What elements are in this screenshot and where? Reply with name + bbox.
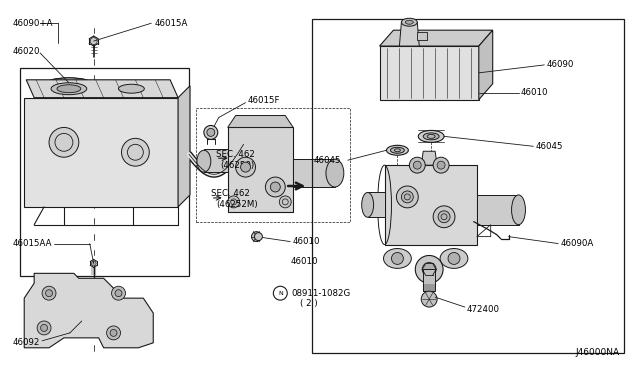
Text: 08911-1082G: 08911-1082G: [291, 289, 351, 298]
Circle shape: [438, 211, 450, 223]
Polygon shape: [228, 128, 293, 212]
Circle shape: [207, 128, 215, 137]
Ellipse shape: [401, 18, 417, 26]
Circle shape: [266, 177, 285, 197]
Polygon shape: [421, 151, 437, 165]
Text: 46015AA: 46015AA: [12, 239, 52, 248]
Polygon shape: [423, 269, 435, 291]
Circle shape: [255, 232, 262, 241]
Circle shape: [270, 182, 280, 192]
Text: 46015F: 46015F: [248, 96, 280, 105]
Ellipse shape: [118, 84, 145, 93]
Ellipse shape: [383, 248, 412, 268]
Polygon shape: [228, 116, 293, 128]
Circle shape: [396, 186, 419, 208]
Polygon shape: [399, 22, 419, 46]
Circle shape: [110, 330, 117, 336]
Ellipse shape: [57, 85, 81, 93]
Polygon shape: [479, 30, 493, 100]
Circle shape: [45, 290, 52, 296]
Circle shape: [42, 286, 56, 300]
Polygon shape: [380, 46, 479, 100]
Bar: [20, 68, 189, 276]
Text: 46015A: 46015A: [154, 19, 188, 28]
Ellipse shape: [440, 248, 468, 268]
Polygon shape: [24, 273, 153, 348]
Polygon shape: [367, 192, 385, 217]
Text: 46045: 46045: [314, 156, 342, 165]
Text: 46010: 46010: [292, 237, 320, 246]
Ellipse shape: [511, 195, 525, 225]
Circle shape: [448, 253, 460, 264]
Polygon shape: [204, 149, 228, 172]
Polygon shape: [178, 86, 190, 207]
Circle shape: [204, 125, 218, 140]
Ellipse shape: [405, 20, 413, 24]
Text: 46092: 46092: [12, 338, 40, 347]
Circle shape: [410, 157, 425, 173]
Circle shape: [107, 326, 120, 340]
Circle shape: [279, 196, 291, 208]
Polygon shape: [385, 165, 477, 244]
Polygon shape: [477, 195, 518, 225]
Text: 46090+A: 46090+A: [12, 19, 53, 28]
Ellipse shape: [61, 82, 77, 87]
Text: SEC. 462: SEC. 462: [216, 150, 255, 159]
Text: 46010: 46010: [520, 88, 548, 97]
Ellipse shape: [326, 159, 344, 187]
Circle shape: [37, 321, 51, 335]
Circle shape: [437, 161, 445, 169]
Circle shape: [401, 191, 413, 203]
Ellipse shape: [387, 145, 408, 155]
Circle shape: [40, 324, 47, 331]
Text: 46045: 46045: [536, 142, 563, 151]
Circle shape: [92, 261, 96, 266]
Polygon shape: [26, 80, 178, 98]
Text: ( 2 ): ( 2 ): [300, 299, 318, 308]
Circle shape: [433, 206, 455, 228]
Text: 46090A: 46090A: [560, 239, 593, 248]
Circle shape: [90, 38, 97, 45]
Text: 472400: 472400: [467, 305, 500, 314]
Circle shape: [241, 162, 250, 172]
Ellipse shape: [419, 131, 444, 142]
Circle shape: [433, 157, 449, 173]
Circle shape: [115, 290, 122, 296]
Text: SEC. 462: SEC. 462: [211, 189, 250, 198]
Text: 46090: 46090: [547, 60, 573, 70]
Polygon shape: [380, 30, 493, 46]
Polygon shape: [417, 32, 427, 40]
Circle shape: [413, 161, 421, 169]
Text: 46010: 46010: [290, 257, 317, 266]
Ellipse shape: [362, 192, 374, 217]
Ellipse shape: [45, 78, 93, 92]
Ellipse shape: [197, 150, 211, 172]
Circle shape: [236, 157, 255, 177]
Bar: [312, 19, 624, 353]
Polygon shape: [45, 85, 93, 97]
Text: J46000NA: J46000NA: [575, 348, 620, 357]
Ellipse shape: [49, 128, 79, 157]
Circle shape: [422, 262, 436, 276]
Circle shape: [421, 291, 437, 307]
Circle shape: [111, 286, 125, 300]
Text: N: N: [278, 291, 283, 296]
Ellipse shape: [51, 83, 87, 95]
Text: (46250): (46250): [221, 161, 255, 170]
Circle shape: [228, 196, 239, 208]
Ellipse shape: [45, 92, 93, 102]
Ellipse shape: [122, 138, 149, 166]
Circle shape: [415, 256, 443, 283]
Ellipse shape: [390, 147, 404, 153]
Text: (46252M): (46252M): [216, 201, 257, 209]
Text: 46020: 46020: [12, 46, 40, 55]
Circle shape: [392, 253, 403, 264]
Polygon shape: [293, 159, 335, 187]
Ellipse shape: [423, 133, 439, 140]
Polygon shape: [24, 98, 178, 207]
Circle shape: [252, 232, 262, 241]
